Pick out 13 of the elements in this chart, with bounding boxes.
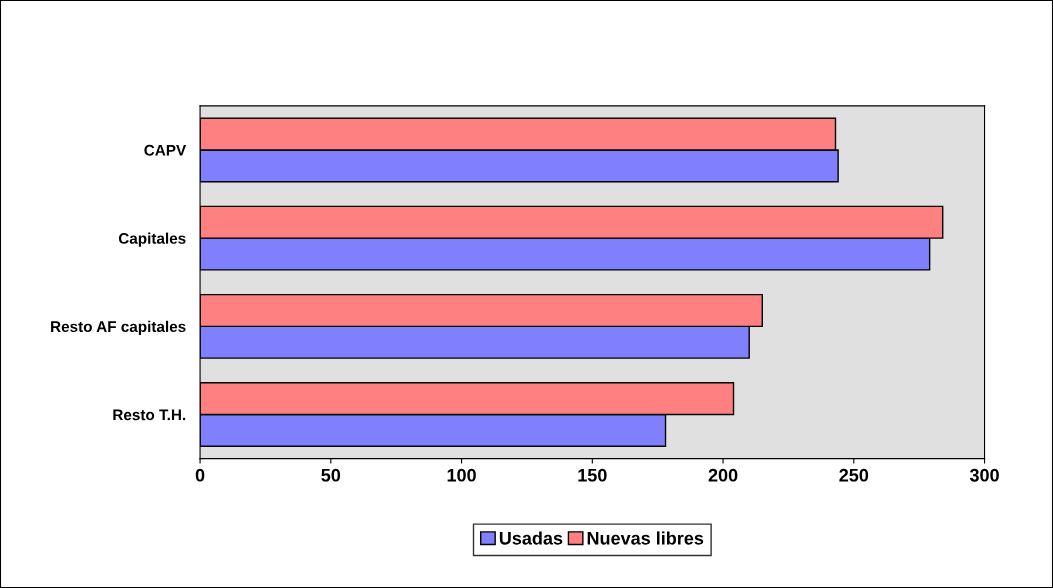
y-tick-label: Capitales (118, 232, 186, 247)
x-tick-label: 100 (447, 468, 476, 482)
legend-label: Usadas (499, 531, 563, 545)
x-tick-label: 250 (839, 468, 869, 482)
y-tick-label: Resto AF capitales (51, 320, 186, 336)
x-tick-label: 300 (969, 468, 999, 482)
x-tick-label: 0 (195, 468, 205, 482)
x-tick-label: 50 (321, 468, 341, 482)
x-tick-label: 200 (708, 468, 738, 482)
x-tick-label: 150 (578, 468, 607, 482)
y-tick-label: Resto T.H. (113, 409, 186, 421)
legend-label: Nuevas libres (587, 531, 704, 545)
y-tick-label: CAPV (144, 144, 187, 156)
